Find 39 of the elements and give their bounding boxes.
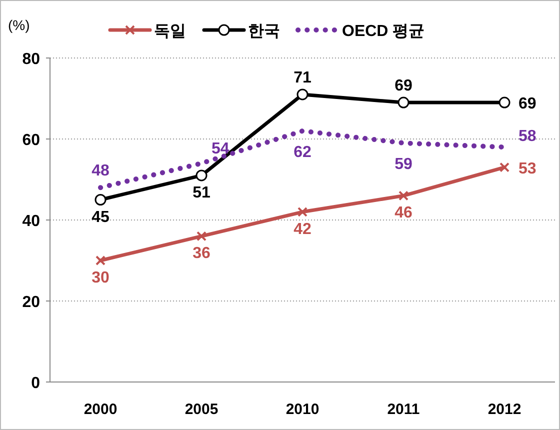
data-label: 71 bbox=[294, 69, 312, 86]
legend-label: OECD 평균 bbox=[342, 23, 425, 40]
data-label: 46 bbox=[394, 204, 412, 222]
data-label: 69 bbox=[394, 78, 412, 95]
y-tick-label: 20 bbox=[22, 294, 40, 311]
x-tick-label: 2005 bbox=[184, 401, 218, 418]
data-label: 30 bbox=[92, 270, 110, 286]
point bbox=[196, 231, 206, 242]
y-tick-label: 0 bbox=[31, 375, 40, 392]
x-tick-label: 2010 bbox=[286, 401, 320, 418]
data-label: 42 bbox=[294, 220, 312, 238]
y-tick-label: 40 bbox=[22, 213, 40, 230]
data-label: 59 bbox=[394, 156, 412, 174]
data-label: 36 bbox=[192, 245, 210, 262]
data-label: 62 bbox=[294, 144, 312, 161]
data-label: 51 bbox=[192, 184, 210, 202]
data-label: 53 bbox=[518, 160, 536, 178]
point bbox=[296, 88, 308, 100]
point bbox=[498, 96, 510, 108]
point bbox=[196, 170, 208, 182]
point bbox=[94, 194, 106, 206]
point bbox=[96, 256, 106, 266]
legend-label: 한국 bbox=[248, 23, 280, 40]
x-tick-label: 2011 bbox=[387, 401, 420, 418]
data-label: 58 bbox=[518, 128, 536, 146]
legend-label: 독일 bbox=[154, 23, 186, 40]
data-label: 45 bbox=[92, 208, 110, 226]
point bbox=[500, 162, 510, 172]
data-label: 48 bbox=[92, 162, 110, 180]
x-tick-label: 2000 bbox=[84, 401, 118, 418]
data-label: 69 bbox=[518, 96, 536, 113]
y-tick-label: 80 bbox=[22, 51, 40, 68]
point bbox=[398, 96, 410, 108]
point bbox=[298, 206, 308, 217]
x-tick-label: 2012 bbox=[488, 401, 522, 418]
data-label: 54 bbox=[212, 140, 230, 158]
point bbox=[398, 190, 408, 201]
y-tick-label: 60 bbox=[22, 132, 40, 149]
y-axis-title: (%) bbox=[8, 17, 30, 33]
